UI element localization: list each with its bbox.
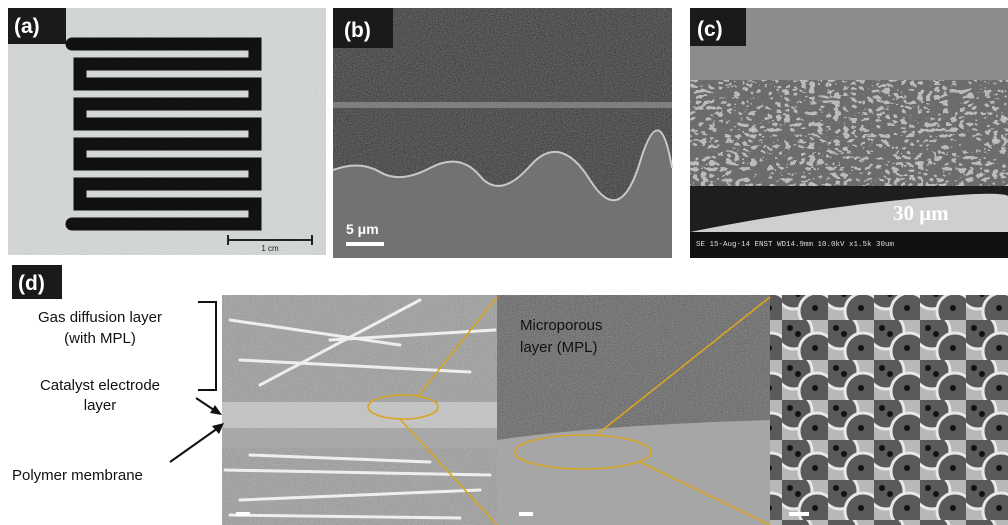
panel-a: (a) 1 cm [8, 8, 326, 255]
sem-catalyst [770, 295, 1008, 525]
panel-d: (d) Microporous layer (MPL) Gas diffusio… [12, 265, 1008, 525]
panel-label: (b) [344, 19, 371, 42]
panel-c: (c) 30 μm SE 15-Aug-14 ENST WD14.9mm 10.… [690, 8, 1008, 258]
figure: (a) 1 cm (b) 5 μm (c) 30 μm SE 15-Aug-14… [0, 0, 1008, 525]
scale-bar [346, 242, 384, 246]
panel-label: (d) [18, 272, 45, 295]
annotation: Catalyst electrode [40, 377, 160, 394]
panel-label: (a) [14, 15, 40, 38]
annotation: Microporous [520, 317, 603, 334]
annotation: layer (MPL) [520, 339, 598, 356]
annotation: Polymer membrane [12, 467, 143, 484]
panel-label: (c) [697, 18, 723, 41]
scale-label: 30 μm [893, 201, 949, 225]
annotation: Gas diffusion layer [38, 309, 162, 326]
annotation: (with MPL) [64, 330, 136, 347]
scale-label: 5 μm [346, 221, 379, 237]
bracket [198, 302, 216, 390]
annotation: layer [84, 397, 117, 414]
scale-label: 1 cm [261, 244, 279, 253]
panel-b: (b) 5 μm [333, 8, 672, 258]
sem-info: SE 15-Aug-14 ENST WD14.9mm 10.0kV x1.5k … [696, 241, 895, 249]
page: {"panels": { "a": {"label": "(a)", "scal… [0, 0, 1008, 525]
arrows [170, 398, 224, 462]
